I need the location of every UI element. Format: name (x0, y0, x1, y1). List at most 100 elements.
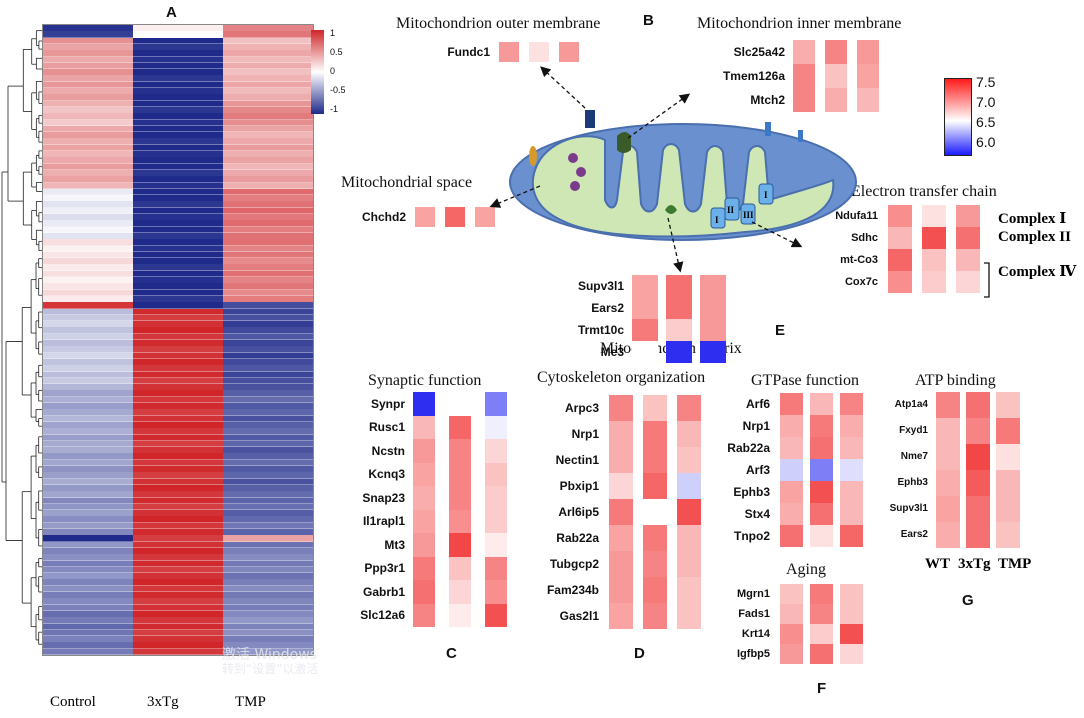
heatmap-a-cell (133, 270, 223, 278)
etc-label-3: III (743, 210, 754, 220)
heatmap-a-cell (133, 610, 223, 618)
aging-cell (780, 604, 803, 624)
etc-cell (888, 271, 912, 293)
heatmap-a-cell (43, 365, 133, 372)
heatmap-a-cell (133, 529, 223, 536)
heatmap-a-cell (133, 119, 223, 127)
heatmap-a-cell (223, 62, 313, 70)
inner-membrane-gene-label: Tmem126a (722, 69, 785, 83)
heatmap-a-cell (223, 377, 313, 385)
heatmap-a-cell (133, 81, 223, 89)
heatmap-a-cell (133, 239, 223, 246)
heatmap-a-cell (133, 346, 223, 353)
heatmap-a-cell (223, 195, 313, 202)
synaptic-gene-label: Ppp3r1 (364, 561, 405, 576)
cytoskeleton-gene-label: Rab22a (556, 531, 599, 545)
heatmap-a-cell (133, 157, 223, 164)
ribosome-icon (568, 153, 578, 163)
heatmap-a-cell (43, 195, 133, 202)
heatmap-a-cell (133, 403, 223, 410)
aging-cell (810, 624, 833, 644)
heatmap-a-cell (223, 277, 313, 284)
aging-gene-label: Fads1 (738, 607, 770, 620)
heatmap-a-cell (133, 314, 223, 322)
gtpase-gene-label: Stx4 (744, 507, 770, 521)
aging-cell (780, 624, 803, 644)
heatmap-a-cell (133, 497, 223, 505)
gtpase-cell (780, 481, 803, 503)
heatmap-a-cell (43, 592, 133, 599)
heatmap-a-cell (133, 428, 223, 435)
cytoskeleton-cell (609, 447, 633, 473)
heatmap-a-cell (133, 151, 223, 158)
heatmap-a-cell (43, 188, 133, 196)
gtpase-cell (810, 525, 833, 547)
cytoskeleton-gene-label: Tubgcp2 (549, 557, 599, 571)
heatmap-a-cell (43, 623, 133, 631)
matrix-gene-label: Me3 (600, 345, 624, 359)
heatmap-a-cell (43, 132, 133, 139)
heatmap-a-cell (43, 484, 133, 492)
inner-membrane-cell (825, 64, 847, 88)
atp-cell (996, 444, 1020, 470)
heatmap-a-cell (43, 125, 133, 133)
etc-complex-group (710, 183, 774, 229)
heatmap-a-cell (133, 75, 223, 83)
heatmap-a-cell (223, 560, 313, 568)
atp-gene-label: Supv3l1 (889, 503, 928, 514)
heatmap-a-cell (223, 169, 313, 177)
matrix-cell (632, 341, 658, 363)
colorbar-b-tick: 7.5 (976, 74, 996, 90)
heatmap-a-cell (133, 623, 223, 631)
heatmap-a-cell (133, 277, 223, 284)
cytoskeleton-cell (643, 525, 667, 551)
heatmap-a-cell (223, 308, 313, 316)
heatmap-a-cell (223, 106, 313, 114)
gtpase-cell (840, 503, 863, 525)
cytoskeleton-cell (677, 551, 701, 577)
column-label-3xtg: 3xTg (147, 694, 179, 710)
heatmap-a-cell (43, 157, 133, 164)
heatmap-a-cell (133, 214, 223, 221)
synaptic-cell (413, 415, 435, 439)
etc-gene-label: Cox7c (844, 275, 878, 288)
panel-b-colorbar (944, 78, 972, 156)
heatmap-a-cell (133, 554, 223, 561)
heatmap-a-cell (133, 396, 223, 404)
panel-f-gtpase-title: GTPase function (751, 372, 859, 389)
etc-cell (956, 205, 980, 227)
heatmap-a-cell (43, 220, 133, 227)
atp-cell (936, 470, 960, 496)
heatmap-a-cell (223, 176, 313, 183)
heatmap-a-cell (43, 396, 133, 404)
heatmap-a-cell (133, 37, 223, 45)
cytoskeleton-cell (677, 473, 701, 499)
heatmap-a-cell (133, 573, 223, 580)
heatmap-a-cell (43, 283, 133, 290)
ribosome-icon-2 (576, 167, 586, 177)
synaptic-cell (449, 509, 471, 533)
heatmap-a-cell (43, 554, 133, 561)
heatmap-a-cell (223, 321, 313, 328)
heatmap-a-cell (43, 62, 133, 70)
heatmap-a-cell (223, 100, 313, 108)
outer-protein-icon (585, 110, 595, 128)
heatmap-a-cell (223, 491, 313, 498)
heatmap-a-cell (133, 541, 223, 549)
heatmap-a-cell (43, 352, 133, 360)
outer-membrane-title: Mitochondrion outer membrane (396, 15, 601, 32)
aging-cell (840, 644, 863, 664)
arrow-inner-membrane (627, 93, 691, 139)
heatmap-a-cell (133, 31, 223, 38)
space-protein-icon (529, 146, 537, 166)
synaptic-cell (449, 462, 471, 486)
heatmap-a-cell (223, 484, 313, 492)
synaptic-gene-label: Rusc1 (368, 420, 405, 435)
heatmap-a-cell (223, 182, 313, 190)
etc-cell (888, 249, 912, 271)
etc-gene-label: mt-Co3 (840, 253, 878, 266)
synaptic-cell (413, 392, 435, 416)
cytoskeleton-cell (609, 525, 633, 551)
gtpase-cell (780, 415, 803, 437)
heatmap-a-cell (223, 125, 313, 133)
